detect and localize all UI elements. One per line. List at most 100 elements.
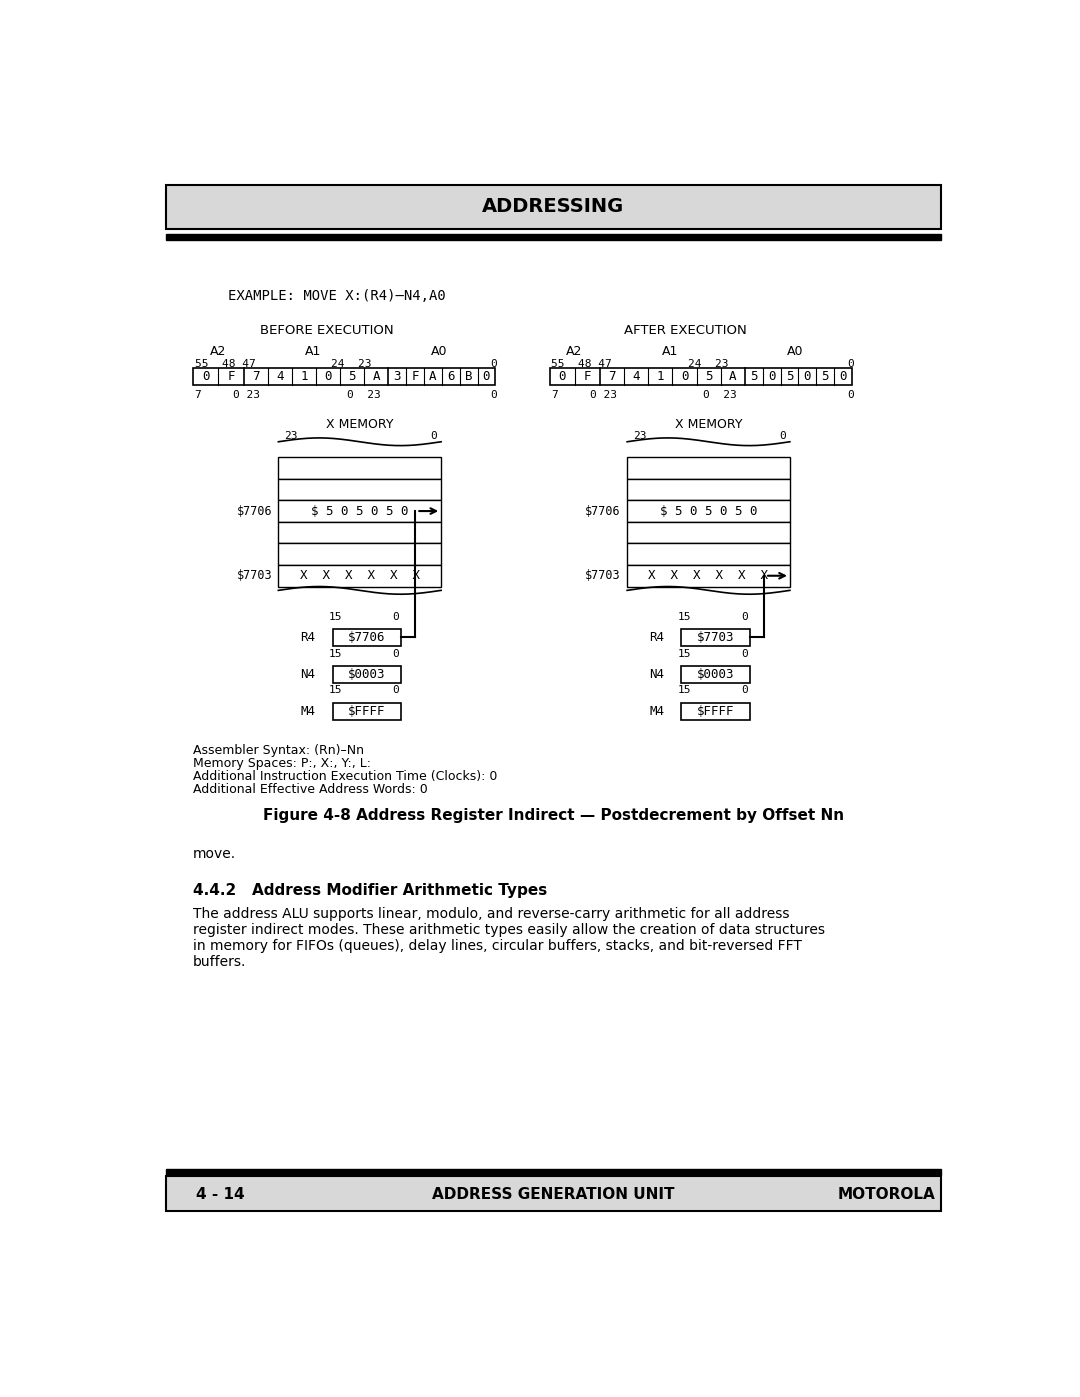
Text: N4: N4	[649, 668, 664, 680]
Text: A: A	[373, 370, 380, 383]
Text: move.: move.	[193, 848, 237, 862]
Text: 0: 0	[847, 359, 853, 369]
Text: MOTOROLA: MOTOROLA	[838, 1186, 935, 1201]
Text: X MEMORY: X MEMORY	[326, 418, 393, 432]
Text: 15: 15	[677, 686, 691, 696]
Bar	[550, 367, 852, 384]
Text: 15: 15	[328, 686, 342, 696]
Text: $7706: $7706	[585, 504, 621, 517]
Text: A1: A1	[662, 345, 678, 358]
Bar	[627, 522, 789, 543]
Bar	[279, 500, 441, 522]
Bar	[627, 479, 789, 500]
Text: register indirect modes. These arithmetic types easily allow the creation of dat: register indirect modes. These arithmeti…	[193, 923, 825, 937]
Text: 5: 5	[786, 370, 793, 383]
Bar	[681, 666, 750, 683]
Text: Assembler Syntax: (Rn)–Nn: Assembler Syntax: (Rn)–Nn	[193, 745, 364, 757]
Text: 5: 5	[705, 370, 713, 383]
Text: A: A	[729, 370, 737, 383]
Text: F: F	[411, 370, 419, 383]
Text: F: F	[583, 370, 591, 383]
Text: 0: 0	[741, 648, 748, 658]
Text: F: F	[227, 370, 234, 383]
Text: 0 23: 0 23	[590, 390, 617, 400]
Bar	[333, 666, 401, 683]
Text: 23: 23	[633, 430, 647, 440]
Text: AFTER EXECUTION: AFTER EXECUTION	[624, 324, 746, 338]
Bar	[681, 703, 750, 719]
Text: 0: 0	[392, 648, 400, 658]
Text: 23: 23	[284, 430, 298, 440]
Text: 5: 5	[349, 370, 356, 383]
Text: 0: 0	[324, 370, 332, 383]
Text: 15: 15	[328, 648, 342, 658]
Text: EXAMPLE: MOVE X:(R4)–N4,A0: EXAMPLE: MOVE X:(R4)–N4,A0	[228, 289, 446, 303]
Text: 0: 0	[431, 430, 437, 440]
Text: 0: 0	[392, 686, 400, 696]
Text: 0: 0	[804, 370, 811, 383]
Text: $7706: $7706	[348, 631, 386, 644]
Text: 7: 7	[551, 390, 558, 400]
Text: A1: A1	[305, 345, 322, 358]
Text: 4: 4	[633, 370, 640, 383]
Text: 0  23: 0 23	[703, 390, 737, 400]
Text: 24  23: 24 23	[688, 359, 728, 369]
Text: 24  23: 24 23	[332, 359, 372, 369]
Text: 0: 0	[741, 686, 748, 696]
Text: buffers.: buffers.	[193, 956, 246, 970]
Text: 0: 0	[839, 370, 847, 383]
Text: $7703: $7703	[237, 569, 272, 583]
Bar	[279, 479, 441, 500]
Text: M4: M4	[300, 704, 315, 718]
Text: Additional Effective Address Words: 0: Additional Effective Address Words: 0	[193, 784, 428, 796]
Text: 0: 0	[392, 612, 400, 622]
Text: The address ALU supports linear, modulo, and reverse-carry arithmetic for all ad: The address ALU supports linear, modulo,…	[193, 907, 789, 921]
Text: 0: 0	[680, 370, 688, 383]
Text: 5: 5	[751, 370, 757, 383]
Bar	[166, 184, 941, 229]
Text: 1: 1	[300, 370, 308, 383]
Text: 0: 0	[490, 390, 497, 400]
Text: A2: A2	[210, 345, 226, 358]
Text: 7: 7	[194, 390, 202, 400]
Text: 0: 0	[741, 612, 748, 622]
Text: $FFFF: $FFFF	[348, 704, 386, 718]
Bar	[627, 564, 789, 587]
Text: $ 5 0 5 0 5 0: $ 5 0 5 0 5 0	[660, 504, 757, 517]
Text: 6: 6	[447, 370, 455, 383]
Text: 0: 0	[558, 370, 566, 383]
Bar	[279, 457, 441, 479]
Text: 15: 15	[328, 612, 342, 622]
Text: BEFORE EXECUTION: BEFORE EXECUTION	[260, 324, 394, 338]
Bar	[166, 233, 941, 240]
Text: 0: 0	[847, 390, 853, 400]
Text: 15: 15	[677, 648, 691, 658]
Text: $ 5 0 5 0 5 0: $ 5 0 5 0 5 0	[311, 504, 408, 517]
Text: $7703: $7703	[585, 569, 621, 583]
Bar	[279, 522, 441, 543]
Bar	[627, 543, 789, 564]
Bar	[333, 629, 401, 645]
Text: 5: 5	[822, 370, 828, 383]
Text: Additional Instruction Execution Time (Clocks): 0: Additional Instruction Execution Time (C…	[193, 770, 498, 784]
Text: 1: 1	[657, 370, 664, 383]
Text: X MEMORY: X MEMORY	[675, 418, 742, 432]
Text: Figure 4-8 Address Register Indirect — Postdecrement by Offset Nn: Figure 4-8 Address Register Indirect — P…	[262, 809, 845, 823]
Text: in memory for FIFOs (queues), delay lines, circular buffers, stacks, and bit-rev: in memory for FIFOs (queues), delay line…	[193, 939, 802, 953]
Bar	[627, 500, 789, 522]
Bar	[681, 629, 750, 645]
Text: ADDRESS GENERATION UNIT: ADDRESS GENERATION UNIT	[432, 1186, 675, 1201]
Text: $0003: $0003	[348, 668, 386, 680]
Text: 4: 4	[276, 370, 283, 383]
Text: $7703: $7703	[697, 631, 734, 644]
Text: 0 23: 0 23	[233, 390, 260, 400]
Text: 0: 0	[483, 370, 490, 383]
Text: X  X  X  X  X  X: X X X X X X	[648, 569, 769, 583]
Text: A: A	[429, 370, 436, 383]
Text: N4: N4	[300, 668, 315, 680]
Text: 0: 0	[202, 370, 210, 383]
Bar	[279, 564, 441, 587]
Text: A2: A2	[566, 345, 582, 358]
Text: 55  48 47: 55 48 47	[194, 359, 256, 369]
Text: A0: A0	[431, 345, 447, 358]
